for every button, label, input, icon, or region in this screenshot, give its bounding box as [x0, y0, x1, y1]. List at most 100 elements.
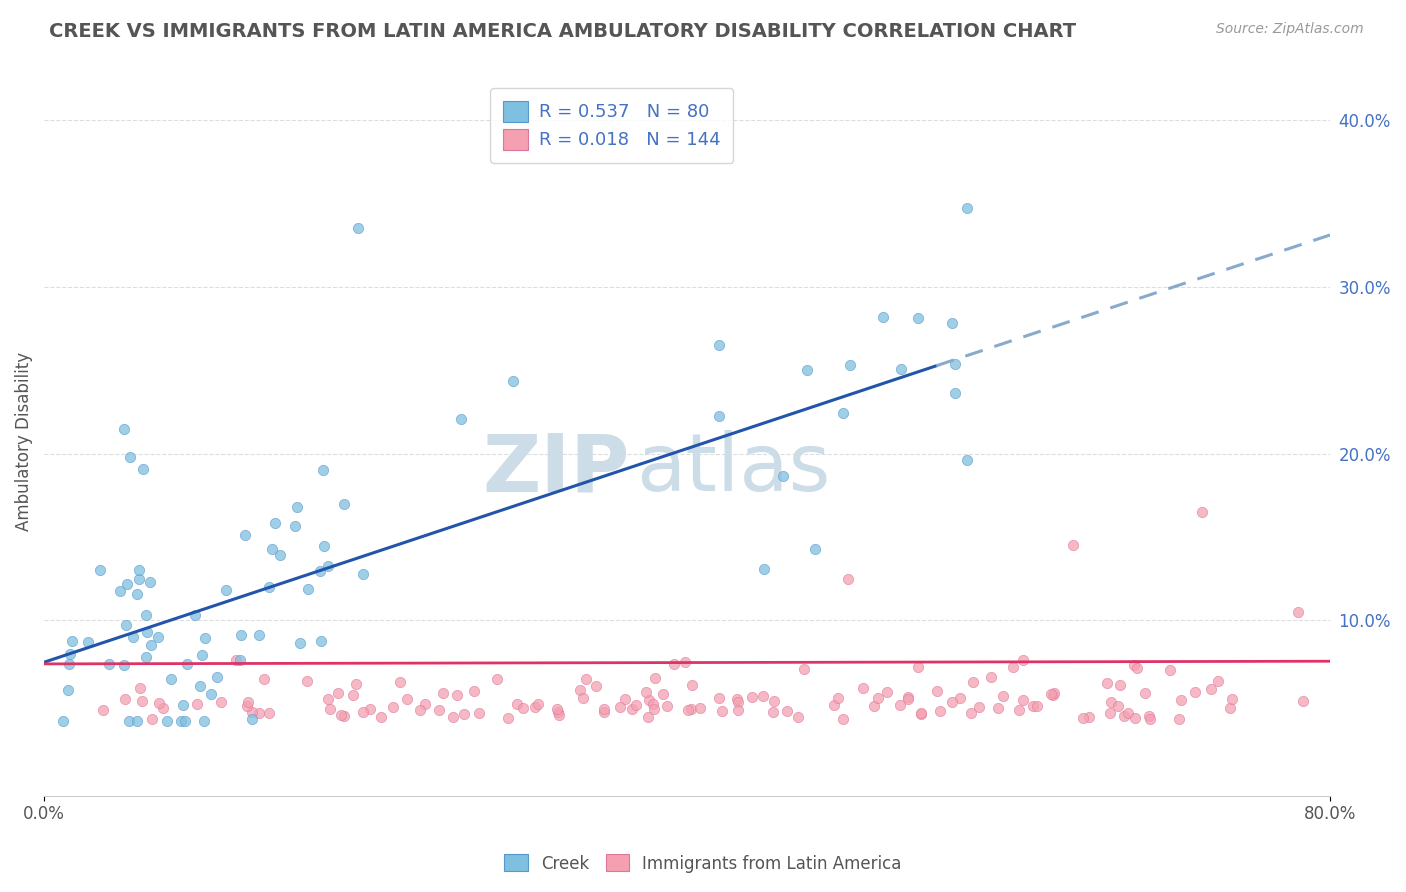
Point: [128, 563, 150, 577]
Point: [897, 690, 920, 704]
Point: [673, 655, 696, 669]
Point: [247, 706, 270, 721]
Point: [60, 633, 83, 648]
Point: [352, 705, 374, 719]
Point: [546, 702, 568, 716]
Point: [240, 705, 263, 719]
Point: [333, 497, 356, 511]
Text: ZIP: ZIP: [482, 431, 630, 508]
Point: [359, 702, 381, 716]
Point: [651, 687, 673, 701]
Point: [1002, 660, 1025, 674]
Point: [838, 358, 860, 372]
Point: [641, 697, 664, 711]
Point: [634, 684, 657, 698]
Point: [463, 684, 485, 698]
Point: [945, 357, 967, 371]
Point: [676, 703, 699, 717]
Point: [118, 450, 141, 465]
Point: [506, 697, 529, 711]
Point: [910, 706, 932, 720]
Point: [176, 657, 198, 672]
Point: [388, 674, 411, 689]
Point: [1116, 706, 1139, 721]
Y-axis label: Ambulatory Disability: Ambulatory Disability: [15, 351, 32, 531]
Point: [547, 706, 569, 720]
Point: [786, 710, 808, 724]
Point: [352, 566, 374, 581]
Point: [614, 692, 637, 706]
Point: [58, 683, 80, 698]
Point: [1135, 686, 1157, 700]
Point: [593, 706, 616, 720]
Point: [592, 702, 614, 716]
Point: [752, 562, 775, 576]
Point: [1220, 691, 1243, 706]
Point: [1139, 712, 1161, 726]
Point: [127, 714, 149, 728]
Point: [1022, 699, 1045, 714]
Point: [1039, 687, 1062, 701]
Point: [172, 698, 194, 712]
Point: [131, 694, 153, 708]
Point: [526, 697, 548, 711]
Point: [253, 673, 276, 687]
Point: [1191, 505, 1213, 519]
Point: [1107, 698, 1129, 713]
Point: [1170, 693, 1192, 707]
Point: [681, 702, 703, 716]
Point: [450, 412, 472, 426]
Text: Source: ZipAtlas.com: Source: ZipAtlas.com: [1216, 22, 1364, 37]
Point: [308, 565, 330, 579]
Point: [967, 700, 990, 714]
Point: [59, 648, 82, 662]
Point: [257, 706, 280, 720]
Point: [236, 699, 259, 714]
Point: [762, 705, 785, 719]
Point: [159, 672, 181, 686]
Point: [146, 630, 169, 644]
Point: [889, 698, 911, 712]
Point: [382, 700, 405, 714]
Point: [346, 221, 368, 235]
Legend: Creek, Immigrants from Latin America: Creek, Immigrants from Latin America: [498, 847, 908, 880]
Point: [370, 710, 392, 724]
Point: [1071, 711, 1094, 725]
Point: [1011, 693, 1033, 707]
Point: [1043, 686, 1066, 700]
Point: [962, 675, 984, 690]
Point: [316, 691, 339, 706]
Point: [929, 704, 952, 718]
Point: [139, 575, 162, 590]
Point: [569, 682, 592, 697]
Point: [409, 702, 432, 716]
Point: [547, 707, 569, 722]
Point: [135, 649, 157, 664]
Point: [290, 636, 312, 650]
Point: [872, 310, 894, 325]
Point: [585, 679, 607, 693]
Point: [655, 698, 678, 713]
Point: [58, 657, 80, 672]
Point: [502, 374, 524, 388]
Point: [752, 690, 775, 704]
Point: [328, 685, 350, 699]
Point: [207, 670, 229, 684]
Point: [297, 673, 319, 688]
Point: [1078, 710, 1101, 724]
Point: [174, 714, 197, 728]
Point: [711, 704, 734, 718]
Point: [832, 406, 855, 420]
Point: [114, 691, 136, 706]
Point: [644, 672, 666, 686]
Point: [468, 706, 491, 721]
Point: [188, 679, 211, 693]
Point: [681, 678, 703, 692]
Point: [707, 409, 730, 423]
Point: [793, 662, 815, 676]
Point: [114, 421, 136, 435]
Point: [832, 712, 855, 726]
Point: [209, 694, 232, 708]
Point: [804, 542, 827, 557]
Point: [441, 710, 464, 724]
